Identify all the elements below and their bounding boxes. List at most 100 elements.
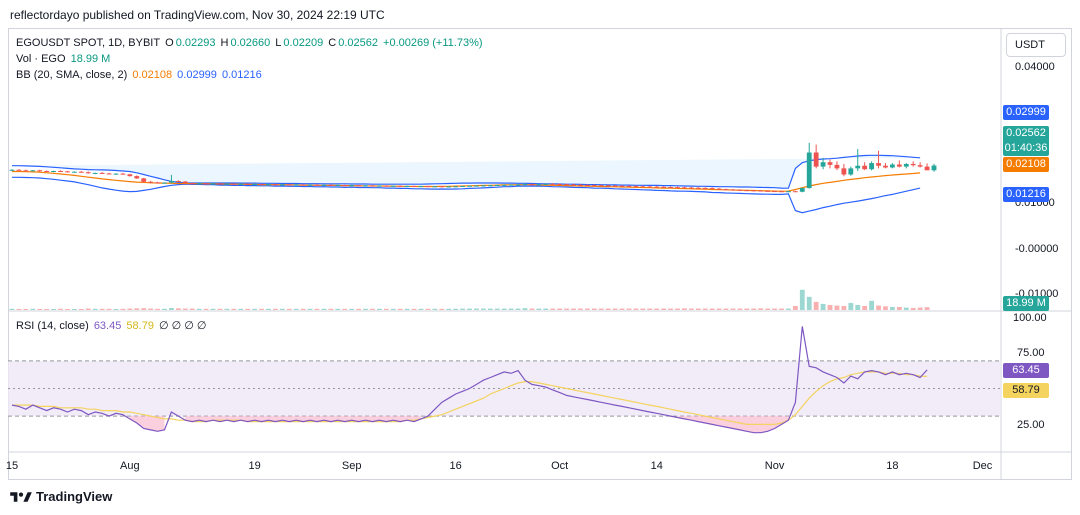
candle-body bbox=[640, 186, 646, 188]
volume-bar bbox=[162, 308, 167, 310]
volume-bar bbox=[564, 308, 569, 310]
bb-basis-tag: 0.02108 bbox=[1003, 157, 1049, 172]
candle-body bbox=[695, 187, 701, 189]
candle-body bbox=[231, 183, 237, 185]
volume-bar bbox=[92, 308, 98, 310]
candle-body bbox=[411, 185, 417, 187]
candle-body bbox=[883, 165, 888, 168]
candle-body bbox=[210, 183, 216, 185]
legend-vol-value: 18.99 M bbox=[70, 53, 111, 65]
volume-bar bbox=[51, 308, 57, 310]
volume-bar bbox=[779, 308, 784, 310]
volume-bar bbox=[841, 305, 847, 310]
candle-body bbox=[758, 190, 764, 192]
candle-body bbox=[487, 185, 493, 187]
candle-body bbox=[654, 186, 660, 188]
candle-body bbox=[605, 185, 611, 187]
candles-layer bbox=[9, 142, 937, 193]
candle-body bbox=[494, 185, 500, 187]
candle-body bbox=[813, 152, 819, 167]
legend-rsi-extra: ∅ ∅ ∅ ∅ bbox=[159, 320, 207, 332]
volume-bar bbox=[661, 308, 667, 310]
rsi-oversold-fill bbox=[185, 416, 421, 422]
candle-body bbox=[425, 186, 431, 188]
candle-body bbox=[508, 184, 514, 186]
footer-brand[interactable]: TradingView bbox=[10, 489, 112, 504]
volume-bar bbox=[460, 308, 466, 310]
candle-body bbox=[23, 170, 29, 172]
candle-body bbox=[772, 191, 777, 193]
candle-body bbox=[106, 173, 112, 175]
volume-bar bbox=[924, 307, 930, 310]
candle-body bbox=[9, 169, 15, 171]
candle-body bbox=[855, 165, 861, 169]
volume-bar bbox=[744, 308, 750, 310]
volume-bar bbox=[141, 308, 147, 310]
volume-bar bbox=[494, 308, 500, 310]
legend-rsi-label: RSI (14, close) bbox=[16, 320, 89, 332]
volume-bar bbox=[148, 308, 154, 310]
volume-bar bbox=[536, 308, 542, 310]
candle-body bbox=[224, 183, 230, 185]
volume-bar bbox=[550, 308, 556, 310]
volume-bar bbox=[71, 308, 77, 310]
candle-body bbox=[203, 183, 209, 185]
volume-bar bbox=[557, 308, 563, 310]
candle-body bbox=[480, 185, 486, 187]
candle-body bbox=[792, 191, 798, 193]
candle-body bbox=[931, 165, 937, 171]
volume-bar bbox=[543, 308, 549, 310]
candle-body bbox=[841, 168, 847, 175]
legend-bb-upper: 0.02999 bbox=[177, 69, 217, 81]
legend-c-value: 0.02562 bbox=[338, 37, 378, 49]
volume-bar bbox=[682, 308, 687, 310]
volume-bar bbox=[848, 302, 854, 310]
volume-bar bbox=[605, 308, 611, 310]
candle-body bbox=[723, 189, 729, 191]
candle-body bbox=[633, 186, 639, 188]
volume-bar bbox=[730, 308, 736, 310]
currency-button[interactable]: USDT bbox=[1006, 33, 1066, 57]
volume-bar bbox=[862, 305, 868, 310]
candle-body bbox=[910, 163, 916, 166]
legend-bb-lower: 0.01216 bbox=[221, 69, 262, 81]
x-tick-label: Sep bbox=[342, 460, 362, 472]
candle-body bbox=[862, 165, 868, 170]
volume-bar bbox=[654, 308, 660, 310]
rsi-tick-75: 75.00 bbox=[1017, 347, 1045, 359]
legend-bb-basis: 0.02108 bbox=[132, 69, 173, 81]
volume-bar bbox=[508, 308, 514, 310]
bollinger-lower-line bbox=[12, 176, 921, 214]
volume-bar bbox=[58, 308, 63, 310]
legend-h-label: H bbox=[220, 37, 229, 49]
x-tick-label: 14 bbox=[651, 460, 663, 472]
volume-bar bbox=[799, 289, 805, 310]
candle-body bbox=[342, 185, 348, 187]
candle-body bbox=[869, 163, 875, 170]
candle-body bbox=[390, 185, 396, 187]
candle-body bbox=[827, 162, 833, 165]
volume-bar bbox=[113, 308, 119, 310]
footer-brand-text: TradingView bbox=[36, 489, 113, 504]
candle-body bbox=[65, 171, 70, 173]
volume-bar bbox=[889, 306, 895, 310]
volume-bar bbox=[16, 308, 22, 310]
candle-body bbox=[383, 185, 389, 187]
candle-body bbox=[709, 188, 715, 190]
volume-bar bbox=[876, 305, 881, 310]
x-axis-layer: 15 Aug 19 Sep 16 Oct 14 Nov 18 Dec bbox=[6, 460, 993, 472]
candle-body bbox=[612, 185, 618, 187]
candle-body bbox=[848, 168, 854, 175]
candle-body bbox=[169, 181, 174, 183]
volume-tag: 18.99 M bbox=[1003, 296, 1049, 311]
candle-body bbox=[51, 171, 57, 172]
volume-bar bbox=[792, 305, 798, 310]
volume-bar bbox=[134, 308, 140, 310]
legend-vol-label: Vol · EGO bbox=[16, 53, 66, 65]
volume-bar bbox=[127, 308, 133, 310]
volume-bar bbox=[418, 308, 424, 310]
tradingview-logo-icon bbox=[10, 491, 32, 502]
candle-body bbox=[397, 185, 403, 187]
volume-bar bbox=[383, 308, 389, 310]
